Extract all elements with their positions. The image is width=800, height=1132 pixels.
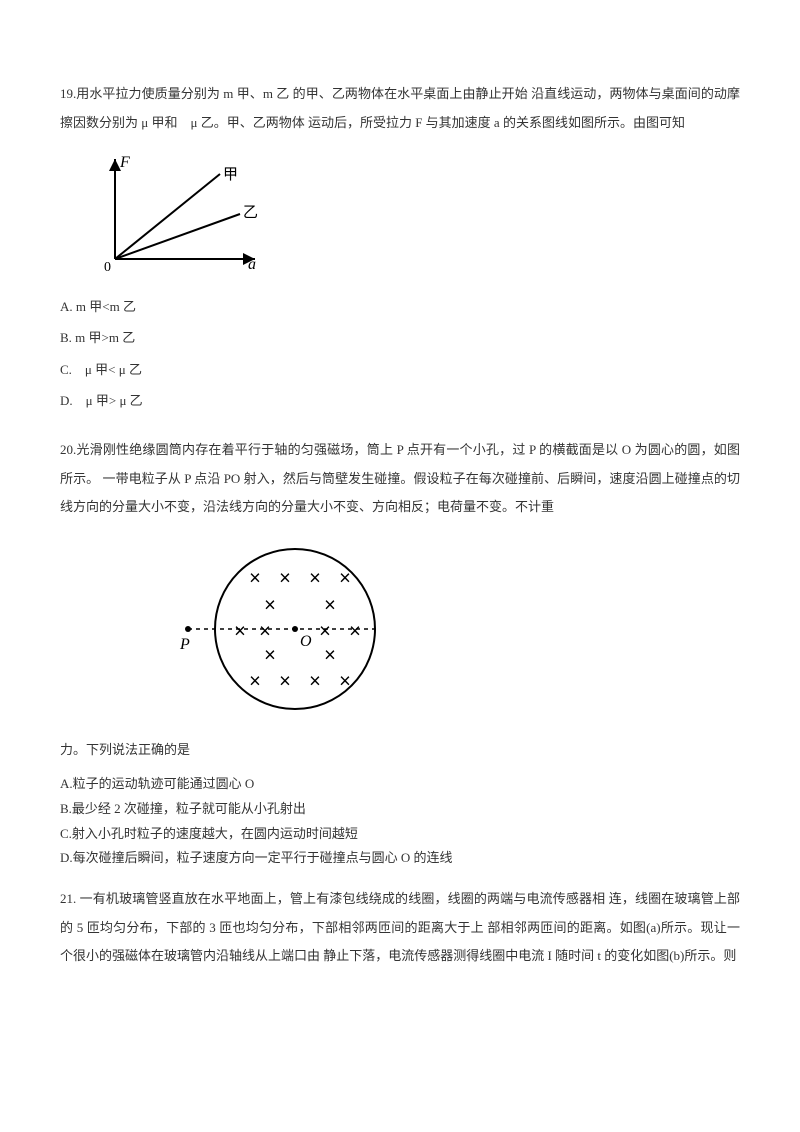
svg-text:×: × bbox=[234, 620, 246, 642]
svg-text:×: × bbox=[309, 567, 321, 589]
q20-graph: × × × × × × × × × × × × × × × × bbox=[140, 534, 740, 724]
axis-label-F: F bbox=[119, 154, 130, 171]
q20-text2: 力。下列说法正确的是 bbox=[60, 736, 740, 765]
line-label-jia: 甲 bbox=[223, 167, 238, 183]
svg-text:×: × bbox=[319, 620, 331, 642]
origin-label: 0 bbox=[104, 260, 111, 275]
svg-text:×: × bbox=[309, 670, 321, 692]
q19-options: A. m 甲<m 乙 B. m 甲>m 乙 C. μ 甲< μ 乙 D. μ 甲… bbox=[60, 291, 740, 416]
line-label-yi: 乙 bbox=[243, 205, 258, 221]
q20-option-d: D.每次碰撞后瞬间，粒子速度方向一定平行于碰撞点与圆心 O 的连线 bbox=[60, 846, 740, 871]
axis-label-a: a bbox=[248, 256, 256, 273]
svg-text:×: × bbox=[349, 620, 361, 642]
q21-text: 21. 一有机玻璃管竖直放在水平地面上，管上有漆包线绕成的线圈，线圈的两端与电流… bbox=[60, 885, 740, 971]
q19-option-a: A. m 甲<m 乙 bbox=[60, 291, 740, 322]
q20-option-c: C.射入小孔时粒子的速度越大，在圆内运动时间越短 bbox=[60, 822, 740, 847]
q19-text: 19.用水平拉力使质量分别为 m 甲、m 乙 的甲、乙两物体在水平桌面上由静止开… bbox=[60, 80, 740, 137]
label-O: O bbox=[300, 633, 312, 650]
q19-option-c: C. μ 甲< μ 乙 bbox=[60, 354, 740, 385]
svg-text:×: × bbox=[339, 567, 351, 589]
svg-text:×: × bbox=[324, 644, 336, 666]
q20-option-a: A.粒子的运动轨迹可能通过圆心 O bbox=[60, 772, 740, 797]
q19-option-d: D. μ 甲> μ 乙 bbox=[60, 385, 740, 416]
q19-graph: F a 0 甲 乙 bbox=[90, 149, 740, 279]
q20-options: A.粒子的运动轨迹可能通过圆心 O B.最少经 2 次碰撞，粒子就可能从小孔射出… bbox=[60, 772, 740, 871]
svg-text:×: × bbox=[249, 670, 261, 692]
svg-text:×: × bbox=[324, 594, 336, 616]
svg-text:×: × bbox=[264, 594, 276, 616]
q19-option-b: B. m 甲>m 乙 bbox=[60, 322, 740, 353]
label-P: P bbox=[179, 636, 190, 653]
svg-text:×: × bbox=[259, 620, 271, 642]
svg-text:×: × bbox=[339, 670, 351, 692]
svg-text:×: × bbox=[264, 644, 276, 666]
q20-option-b: B.最少经 2 次碰撞，粒子就可能从小孔射出 bbox=[60, 797, 740, 822]
q20-text: 20.光滑刚性绝缘圆筒内存在着平行于轴的匀强磁场，筒上 P 点开有一个小孔，过 … bbox=[60, 436, 740, 522]
svg-text:×: × bbox=[279, 670, 291, 692]
svg-text:×: × bbox=[279, 567, 291, 589]
svg-text:×: × bbox=[249, 567, 261, 589]
